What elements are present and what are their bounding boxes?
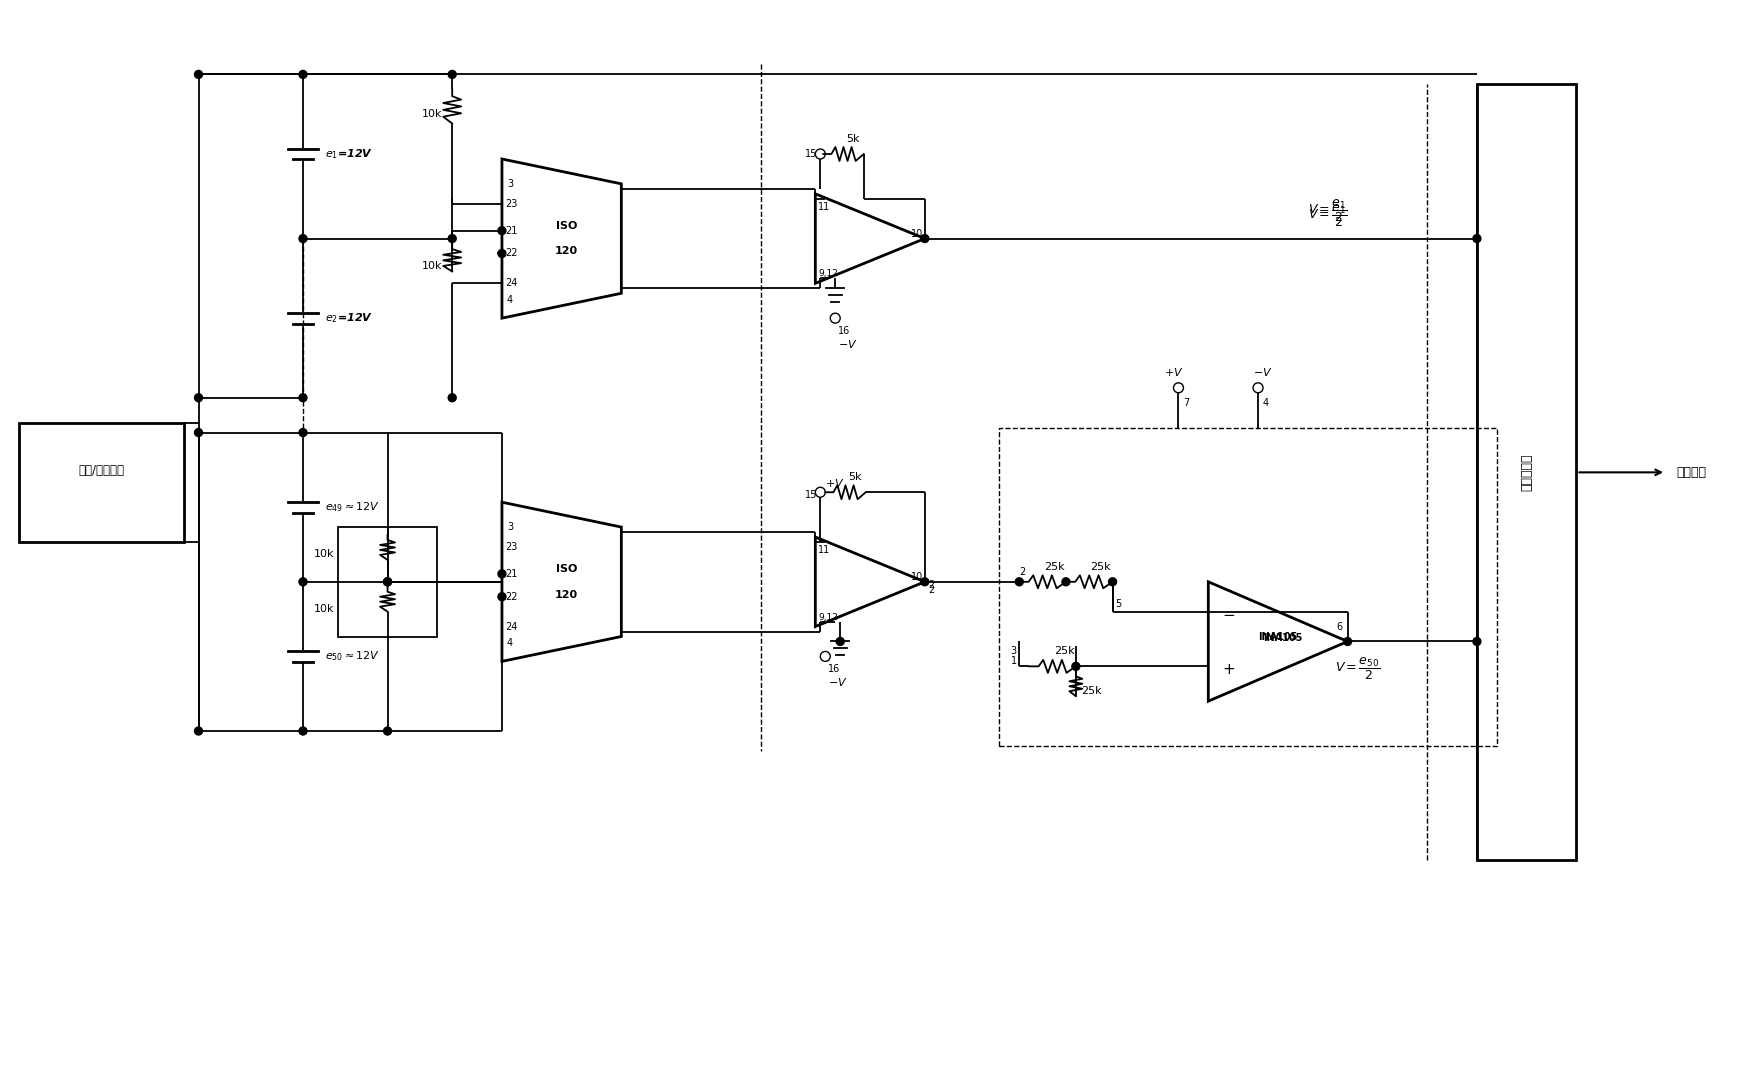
Text: 11: 11 [819, 201, 831, 212]
Circle shape [1472, 235, 1481, 242]
Text: 15: 15 [805, 149, 817, 159]
Text: 25k: 25k [1053, 646, 1074, 657]
Circle shape [498, 226, 505, 235]
Text: $V=\dfrac{e_1}{2}$: $V=\dfrac{e_1}{2}$ [1308, 198, 1347, 224]
Circle shape [1109, 578, 1116, 585]
Text: $e_2$=12V: $e_2$=12V [324, 312, 373, 325]
Text: 11: 11 [819, 545, 831, 555]
Text: 16: 16 [838, 326, 851, 337]
Text: 3: 3 [507, 523, 512, 532]
Text: 控制选择: 控制选择 [1676, 466, 1706, 479]
Circle shape [921, 578, 928, 585]
Text: 24: 24 [505, 278, 518, 288]
Circle shape [194, 70, 203, 78]
Circle shape [498, 250, 505, 258]
Text: 3: 3 [1011, 646, 1016, 657]
Text: 25k: 25k [1081, 686, 1101, 696]
Text: 2: 2 [928, 584, 933, 595]
Text: 22: 22 [505, 592, 518, 602]
Circle shape [1472, 637, 1481, 646]
Text: 4: 4 [507, 295, 512, 305]
Text: 21: 21 [505, 226, 518, 236]
Text: 10: 10 [910, 228, 923, 239]
Text: 9,12: 9,12 [819, 269, 838, 278]
Text: 多路选择器: 多路选择器 [1520, 453, 1534, 491]
Circle shape [299, 70, 306, 78]
Text: 21: 21 [505, 569, 518, 579]
Text: 10k: 10k [423, 262, 442, 272]
Text: 120: 120 [555, 247, 578, 256]
Text: $-V$: $-V$ [828, 676, 847, 688]
Circle shape [299, 394, 306, 401]
Text: ISO: ISO [556, 564, 578, 573]
Text: INA105: INA105 [1259, 632, 1298, 642]
Circle shape [449, 394, 456, 401]
Circle shape [498, 570, 505, 578]
Text: $-V$: $-V$ [1254, 366, 1273, 378]
Text: $-V$: $-V$ [838, 338, 858, 351]
Text: 9,12: 9,12 [819, 612, 838, 621]
Text: $V=\dfrac{e_{50}}{2}$: $V=\dfrac{e_{50}}{2}$ [1335, 657, 1381, 683]
Text: 5k: 5k [847, 134, 859, 144]
Text: ISO: ISO [556, 221, 578, 230]
Bar [1477, 84, 1576, 860]
Text: 23: 23 [505, 542, 518, 552]
Text: 2: 2 [1020, 567, 1025, 577]
Text: 23: 23 [505, 199, 518, 209]
Text: 充电/放电控制: 充电/放电控制 [79, 464, 125, 477]
Text: 5k: 5k [849, 473, 861, 483]
Text: 4: 4 [507, 638, 512, 648]
Text: 22: 22 [505, 249, 518, 259]
Text: $+V$: $+V$ [826, 477, 845, 489]
Circle shape [1062, 578, 1071, 585]
Text: 5: 5 [1115, 598, 1122, 609]
Circle shape [384, 727, 391, 735]
Circle shape [1344, 637, 1352, 646]
Text: $V=\dfrac{e_1}{2}$: $V=\dfrac{e_1}{2}$ [1308, 202, 1347, 228]
Text: 25k: 25k [1090, 562, 1111, 572]
Circle shape [449, 70, 456, 78]
Text: 10: 10 [910, 571, 923, 582]
Text: 10k: 10k [313, 604, 335, 615]
Circle shape [194, 727, 203, 735]
Bar [338, 527, 437, 636]
Text: $e_1$=12V: $e_1$=12V [324, 147, 373, 161]
Text: $+$: $+$ [1222, 662, 1234, 677]
Text: 10k: 10k [313, 550, 335, 559]
Circle shape [194, 428, 203, 436]
Circle shape [1072, 662, 1079, 671]
Bar [19, 423, 183, 542]
Text: 6: 6 [1337, 621, 1342, 632]
Text: 15: 15 [805, 490, 817, 500]
Text: $-$: $-$ [1222, 606, 1234, 621]
Circle shape [384, 578, 391, 585]
Text: $+V$: $+V$ [1164, 366, 1183, 378]
Circle shape [498, 593, 505, 601]
Circle shape [299, 235, 306, 242]
Circle shape [1016, 578, 1023, 585]
Text: 1: 1 [1011, 657, 1018, 667]
Circle shape [299, 428, 306, 436]
Circle shape [836, 637, 844, 646]
Text: 120: 120 [555, 590, 578, 599]
Text: 7: 7 [1183, 398, 1190, 408]
Text: $e_{50}{\approx}12V$: $e_{50}{\approx}12V$ [324, 649, 380, 663]
Text: INA105: INA105 [1263, 633, 1303, 644]
Text: 24: 24 [505, 621, 518, 632]
Circle shape [449, 235, 456, 242]
Circle shape [299, 578, 306, 585]
Text: 16: 16 [828, 664, 840, 674]
Circle shape [384, 578, 391, 585]
Text: $e_{49}{\approx}12V$: $e_{49}{\approx}12V$ [324, 500, 380, 514]
Text: 2: 2 [928, 580, 933, 590]
Text: 10k: 10k [423, 109, 442, 119]
Text: 4: 4 [1263, 398, 1270, 408]
Circle shape [299, 727, 306, 735]
Circle shape [921, 235, 928, 242]
Circle shape [194, 394, 203, 401]
Text: 3: 3 [507, 179, 512, 189]
Bar [1000, 427, 1497, 745]
Text: 25k: 25k [1044, 562, 1064, 572]
